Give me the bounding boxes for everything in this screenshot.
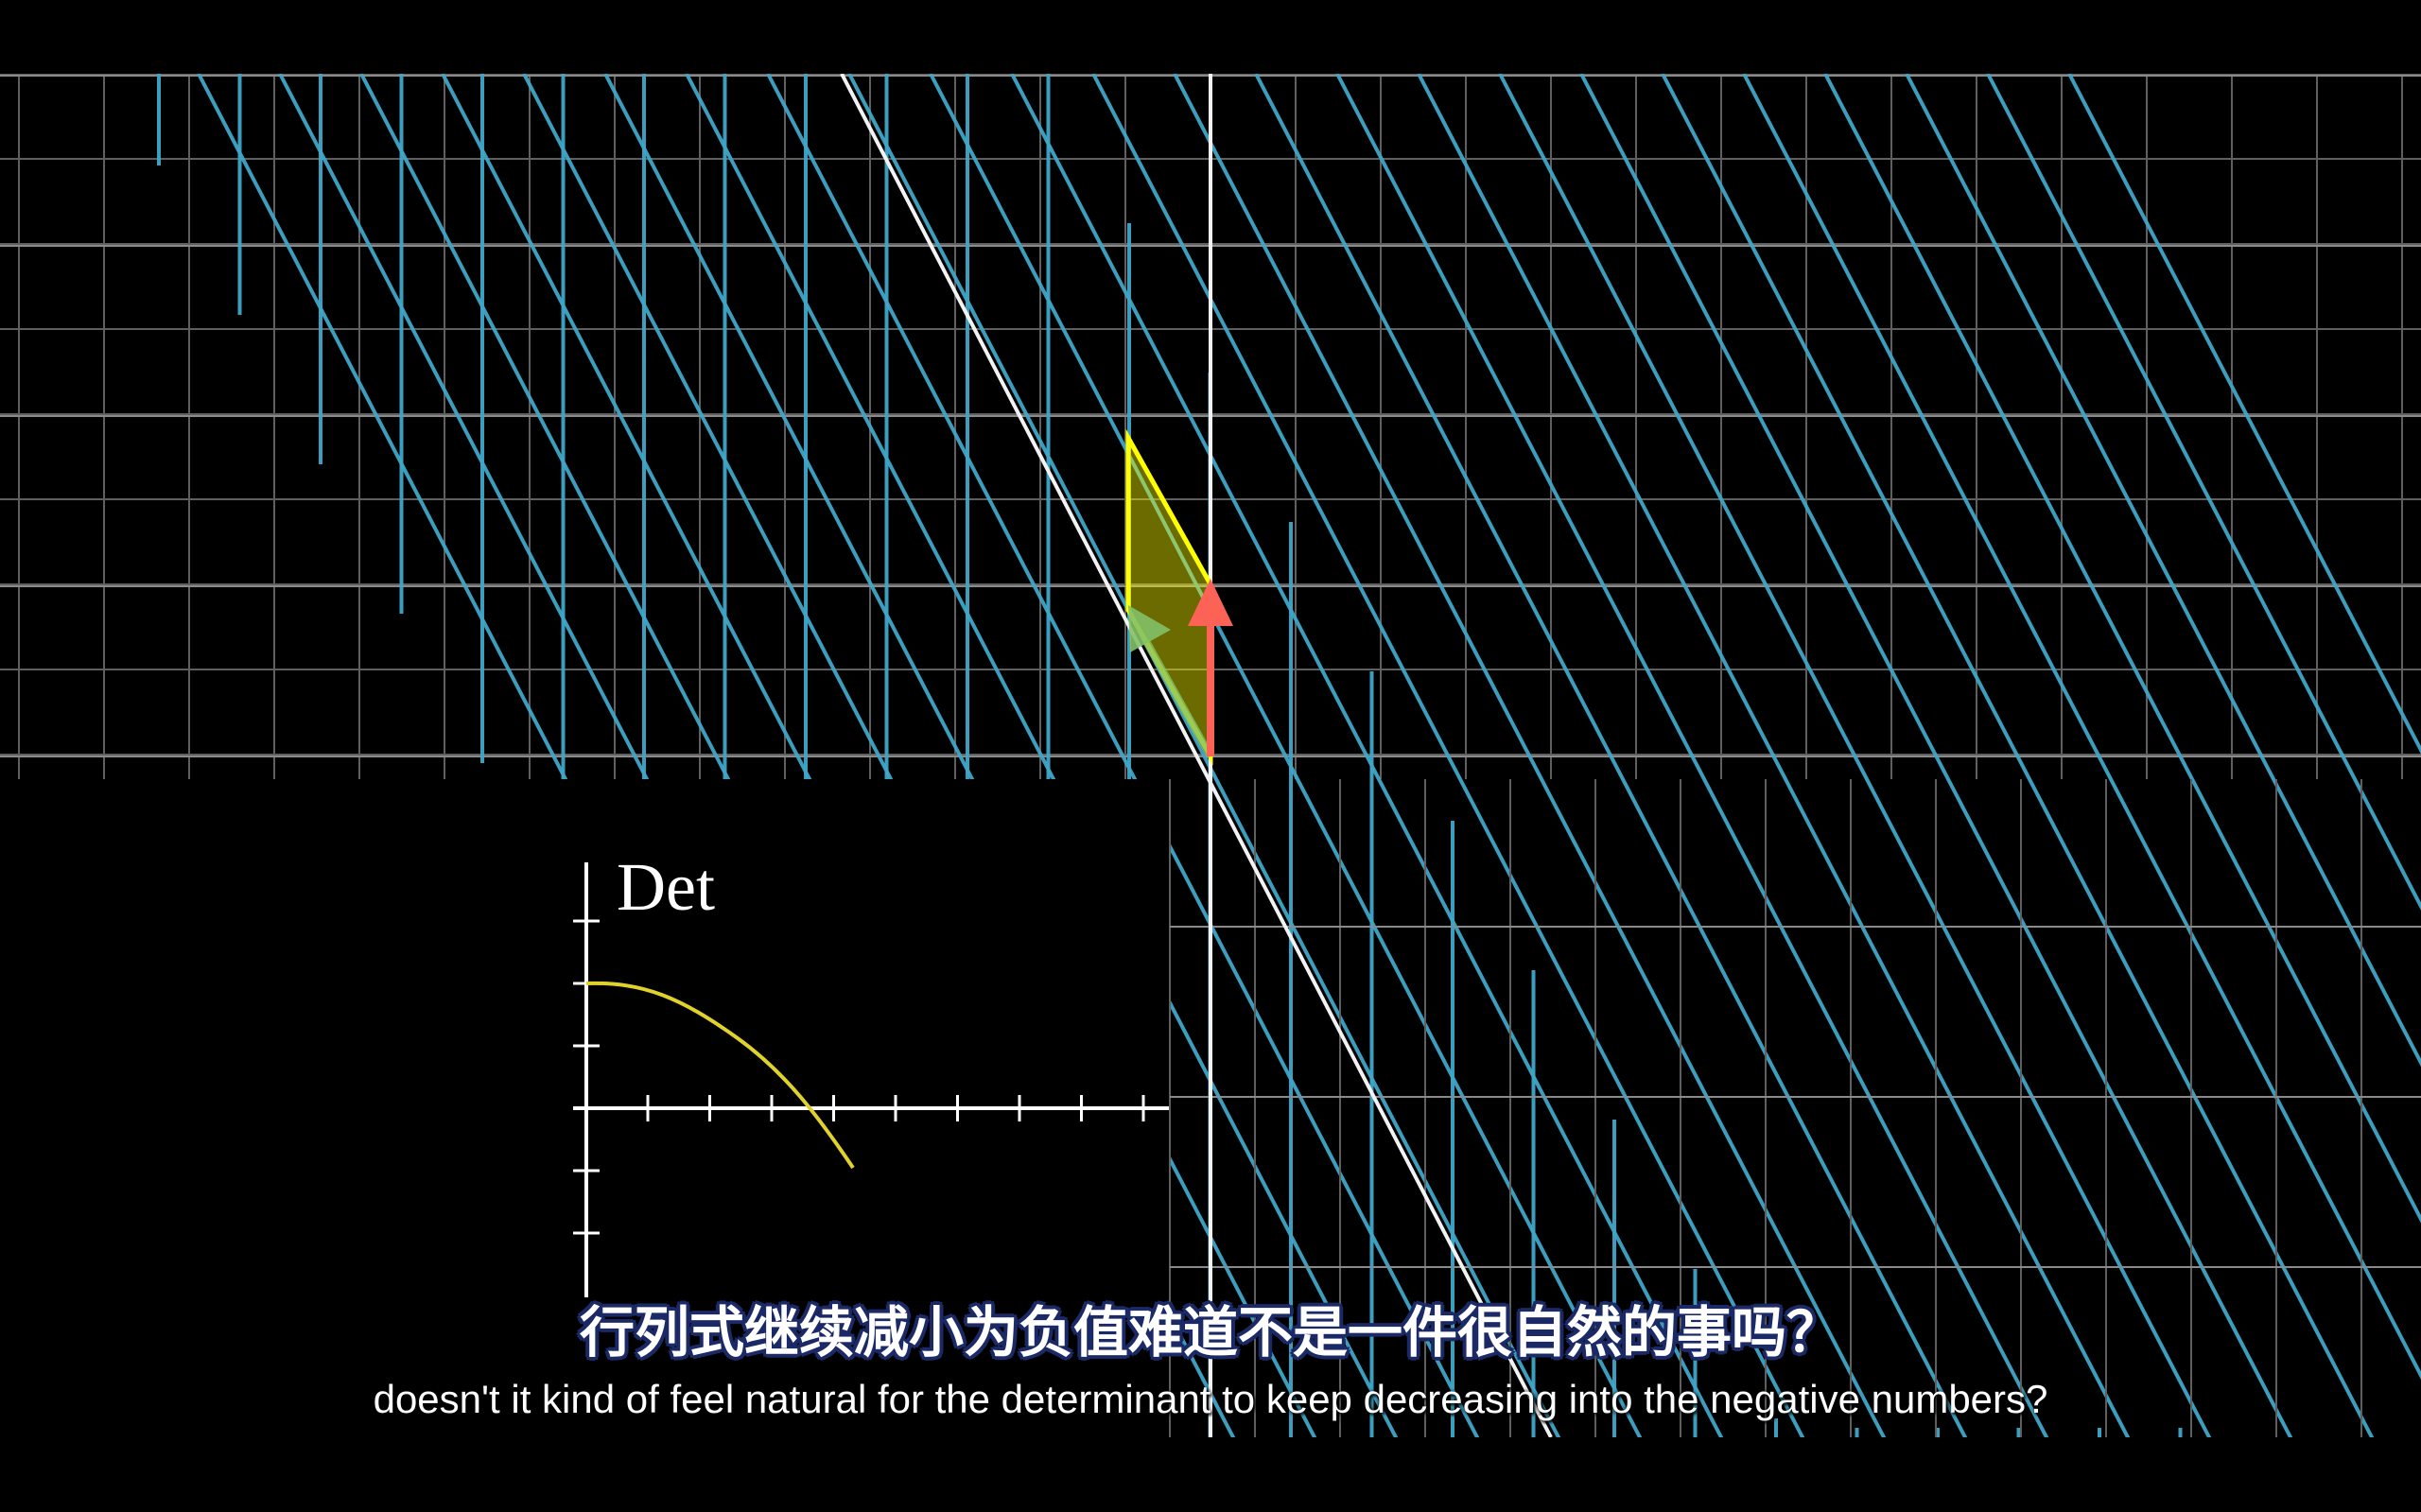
determinant-area — [1125, 428, 1213, 766]
transformed-grid-diagonal — [2067, 74, 2421, 755]
transformed-grid-diagonal — [1173, 74, 1887, 1437]
transformed-grid-diagonal — [1335, 74, 2049, 1437]
determinant-graph: Det — [573, 849, 1169, 1297]
transformed-grid-diagonal — [1579, 74, 2293, 1437]
transformed-grid-diagonal — [1823, 74, 2421, 1224]
transformed-grid-diagonal — [1742, 74, 2421, 1380]
transformed-grid-diagonal — [929, 74, 1643, 1437]
transformed-grid-diagonal — [1010, 74, 1724, 1437]
transformed-grid-diagonal — [1417, 74, 2131, 1437]
det-graph-x-ticks — [646, 1095, 1145, 1121]
collapsed-span-line — [840, 74, 1553, 1437]
transformed-grid-diagonal — [1091, 74, 1805, 1437]
transformed-grid-diagonal — [1905, 74, 2421, 1068]
det-graph-title: Det — [617, 849, 715, 925]
transformed-grid-diagonal — [1254, 74, 1968, 1437]
basis-vector-i — [1128, 605, 1214, 758]
basis-vector-j — [1188, 579, 1233, 756]
transformed-grid-diagonal — [1661, 74, 2375, 1437]
subtitle-chinese: 行列式继续减小为负值难道不是一件很自然的事吗？ — [579, 1300, 1841, 1364]
transformed-grid-diagonal — [1498, 74, 2212, 1437]
background-grid-lower — [1169, 779, 2421, 1437]
subtitle-english: doesn't it kind of feel natural for the … — [373, 1377, 2048, 1421]
transformed-grid-diagonal — [847, 74, 1561, 1437]
det-curve — [585, 981, 855, 1170]
